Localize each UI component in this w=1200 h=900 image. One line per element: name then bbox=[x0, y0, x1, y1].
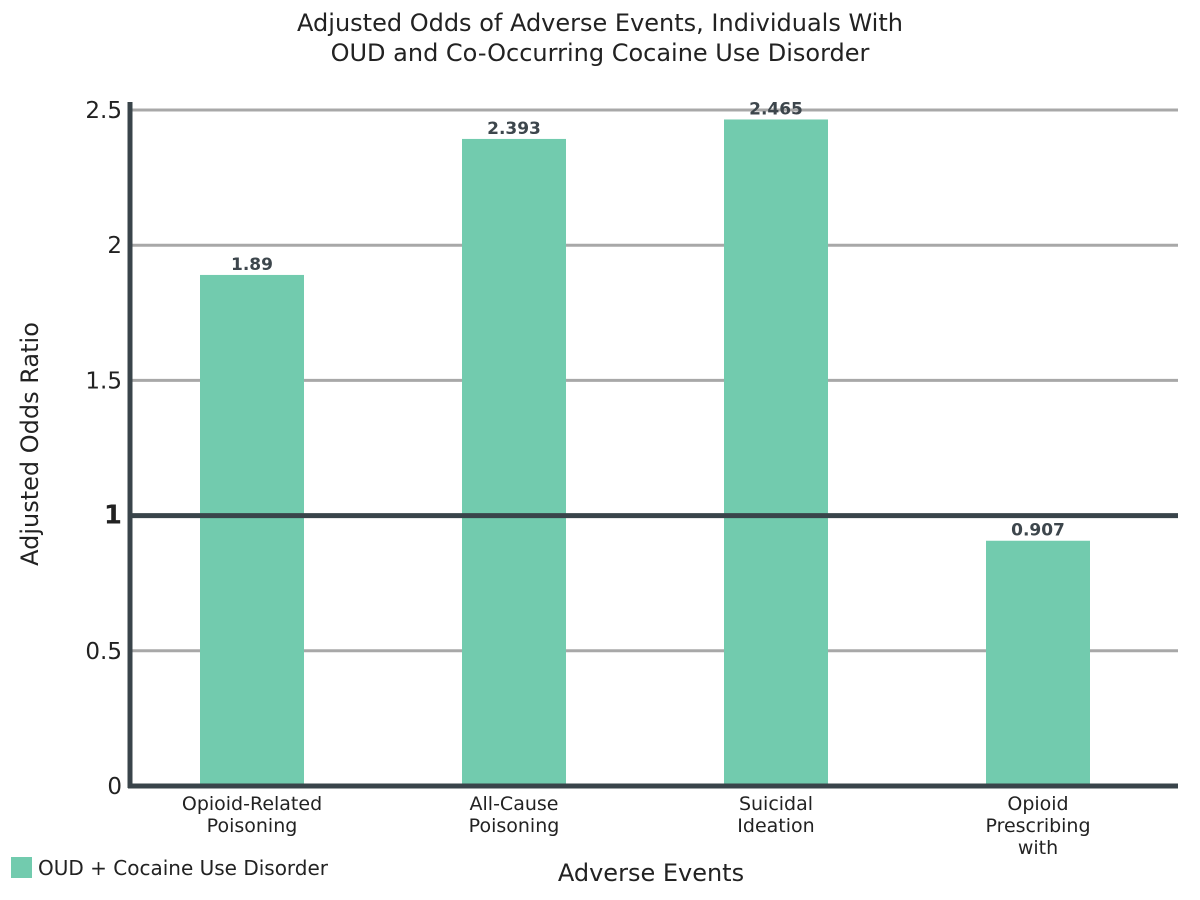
x-tick-labels: Opioid-Related Poisoning All-Cause Poisonin… bbox=[182, 793, 1091, 859]
y-tick-label: 2 bbox=[107, 233, 122, 259]
y-tick-labels: 0 0.5 1 1.5 2 2.5 bbox=[85, 98, 122, 800]
x-tick-label: All-Cause Poisoning bbox=[469, 793, 560, 837]
bar bbox=[462, 138, 566, 786]
data-label: 2.393 bbox=[487, 119, 541, 139]
axes bbox=[127, 102, 1178, 789]
x-tick-label: Opioid-Related Poisoning bbox=[182, 793, 322, 837]
x-tick-label: Suicidal Ideation bbox=[737, 793, 814, 837]
bar bbox=[724, 119, 828, 787]
x-axis-title: Adverse Events bbox=[558, 859, 744, 887]
x-tick-label: Opioid Prescribing with bbox=[985, 793, 1090, 859]
legend-swatch bbox=[11, 857, 32, 878]
y-tick-label: 0.5 bbox=[85, 639, 122, 665]
y-tick-label: 2.5 bbox=[85, 98, 122, 124]
data-label: 2.465 bbox=[749, 99, 803, 119]
bar bbox=[986, 540, 1090, 786]
data-labels: 1.89 2.393 2.465 0.907 bbox=[231, 99, 1065, 540]
chart-title: Adjusted Odds of Adverse Events, Individ… bbox=[297, 9, 903, 67]
legend: OUD + Cocaine Use Disorder bbox=[11, 856, 329, 880]
chart-title-line: OUD and Co-Occurring Cocaine Use Disorde… bbox=[331, 39, 870, 67]
y-tick-label: 1 bbox=[104, 501, 122, 531]
chart-title-line: Adjusted Odds of Adverse Events, Individ… bbox=[297, 9, 903, 37]
y-axis-title: Adjusted Odds Ratio bbox=[16, 322, 44, 566]
bars bbox=[200, 119, 1090, 787]
data-label: 0.907 bbox=[1011, 521, 1065, 541]
y-tick-label: 1.5 bbox=[85, 368, 122, 394]
data-label: 1.89 bbox=[231, 255, 273, 275]
y-tick-label: 0 bbox=[107, 774, 122, 800]
legend-entry: OUD + Cocaine Use Disorder bbox=[38, 856, 329, 880]
bar bbox=[200, 274, 304, 786]
